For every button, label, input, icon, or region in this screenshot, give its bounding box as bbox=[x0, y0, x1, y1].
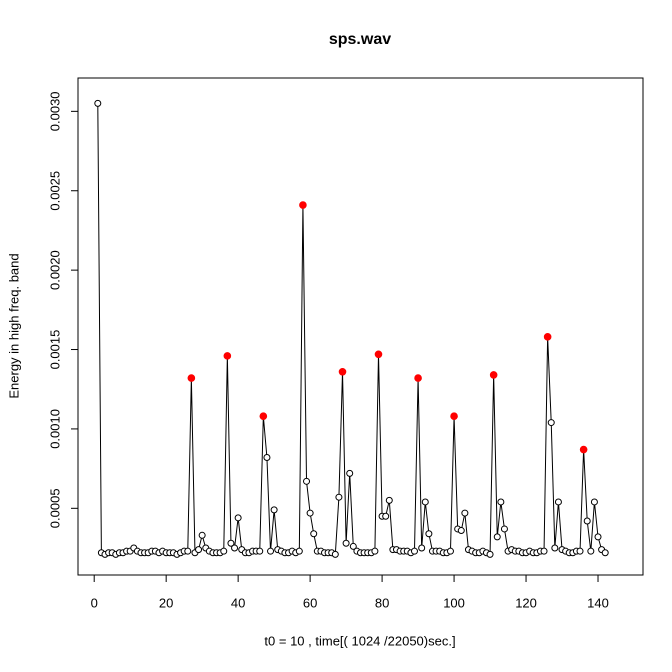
data-point bbox=[486, 550, 494, 558]
data-point bbox=[446, 547, 454, 555]
data-point bbox=[382, 512, 390, 520]
data-point bbox=[184, 547, 192, 555]
data-point bbox=[263, 453, 271, 461]
data-point bbox=[385, 496, 393, 504]
y-tick-label: 0.0030 bbox=[47, 91, 62, 131]
data-point bbox=[493, 533, 501, 541]
x-tick-label: 100 bbox=[443, 595, 465, 610]
data-point bbox=[267, 547, 275, 555]
data-point bbox=[590, 498, 598, 506]
data-point bbox=[270, 506, 278, 514]
peak-point bbox=[338, 367, 347, 376]
peak-point bbox=[489, 371, 498, 379]
data-point bbox=[461, 509, 469, 517]
x-tick-label: 140 bbox=[587, 595, 609, 610]
data-point bbox=[306, 509, 314, 517]
data-point bbox=[601, 549, 609, 557]
y-tick-label: 0.0005 bbox=[47, 488, 62, 528]
data-point bbox=[295, 547, 303, 555]
data-point bbox=[594, 533, 602, 541]
peak-point bbox=[374, 350, 383, 359]
data-point bbox=[234, 514, 242, 522]
data-point bbox=[554, 498, 562, 506]
x-tick-label: 0 bbox=[91, 595, 98, 610]
data-point bbox=[540, 547, 548, 555]
series-line bbox=[97, 103, 606, 556]
peak-point bbox=[579, 445, 588, 454]
data-point bbox=[310, 530, 318, 538]
data-point bbox=[587, 547, 595, 555]
data-point bbox=[256, 547, 264, 555]
data-point bbox=[418, 544, 426, 552]
y-tick-label: 0.0020 bbox=[47, 250, 62, 290]
x-tick-label: 20 bbox=[159, 595, 173, 610]
peak-point bbox=[299, 201, 307, 209]
data-point bbox=[500, 525, 508, 533]
x-tick-label: 120 bbox=[515, 595, 537, 610]
x-tick-label: 60 bbox=[303, 595, 317, 610]
peak-point bbox=[259, 412, 268, 421]
x-tick-label: 40 bbox=[231, 595, 245, 610]
peak-point bbox=[414, 374, 422, 382]
data-point bbox=[497, 498, 505, 506]
y-axis-label: Energy in high freq. band bbox=[6, 253, 21, 398]
peak-point bbox=[187, 374, 196, 382]
data-point bbox=[94, 99, 102, 107]
data-point bbox=[195, 546, 203, 554]
data-point bbox=[583, 517, 591, 525]
data-point bbox=[303, 477, 311, 485]
data-point bbox=[346, 469, 354, 477]
data-point bbox=[220, 547, 228, 555]
data-point bbox=[231, 544, 239, 552]
data-point bbox=[198, 531, 206, 539]
x-axis-label: t0 = 10 , time[( 1024 /22050)sec.] bbox=[264, 633, 455, 648]
y-tick-label: 0.0015 bbox=[47, 330, 62, 370]
data-point bbox=[349, 542, 357, 550]
data-point bbox=[371, 547, 379, 555]
data-point bbox=[335, 493, 343, 501]
data-point bbox=[457, 527, 465, 535]
x-tick-label: 80 bbox=[375, 595, 389, 610]
y-tick-label: 0.0010 bbox=[47, 409, 62, 449]
data-point bbox=[342, 539, 350, 547]
peak-point bbox=[223, 352, 232, 360]
data-point bbox=[227, 539, 235, 547]
data-point bbox=[547, 419, 555, 427]
peak-point bbox=[543, 333, 552, 341]
data-point bbox=[576, 547, 584, 555]
peak-point bbox=[450, 412, 458, 421]
chart-title: sps.wav bbox=[329, 31, 391, 48]
data-point bbox=[551, 544, 559, 552]
data-point bbox=[331, 550, 339, 558]
data-point bbox=[410, 547, 418, 555]
y-tick-label: 0.0025 bbox=[47, 171, 62, 211]
data-point bbox=[421, 498, 429, 506]
data-point bbox=[425, 530, 433, 538]
